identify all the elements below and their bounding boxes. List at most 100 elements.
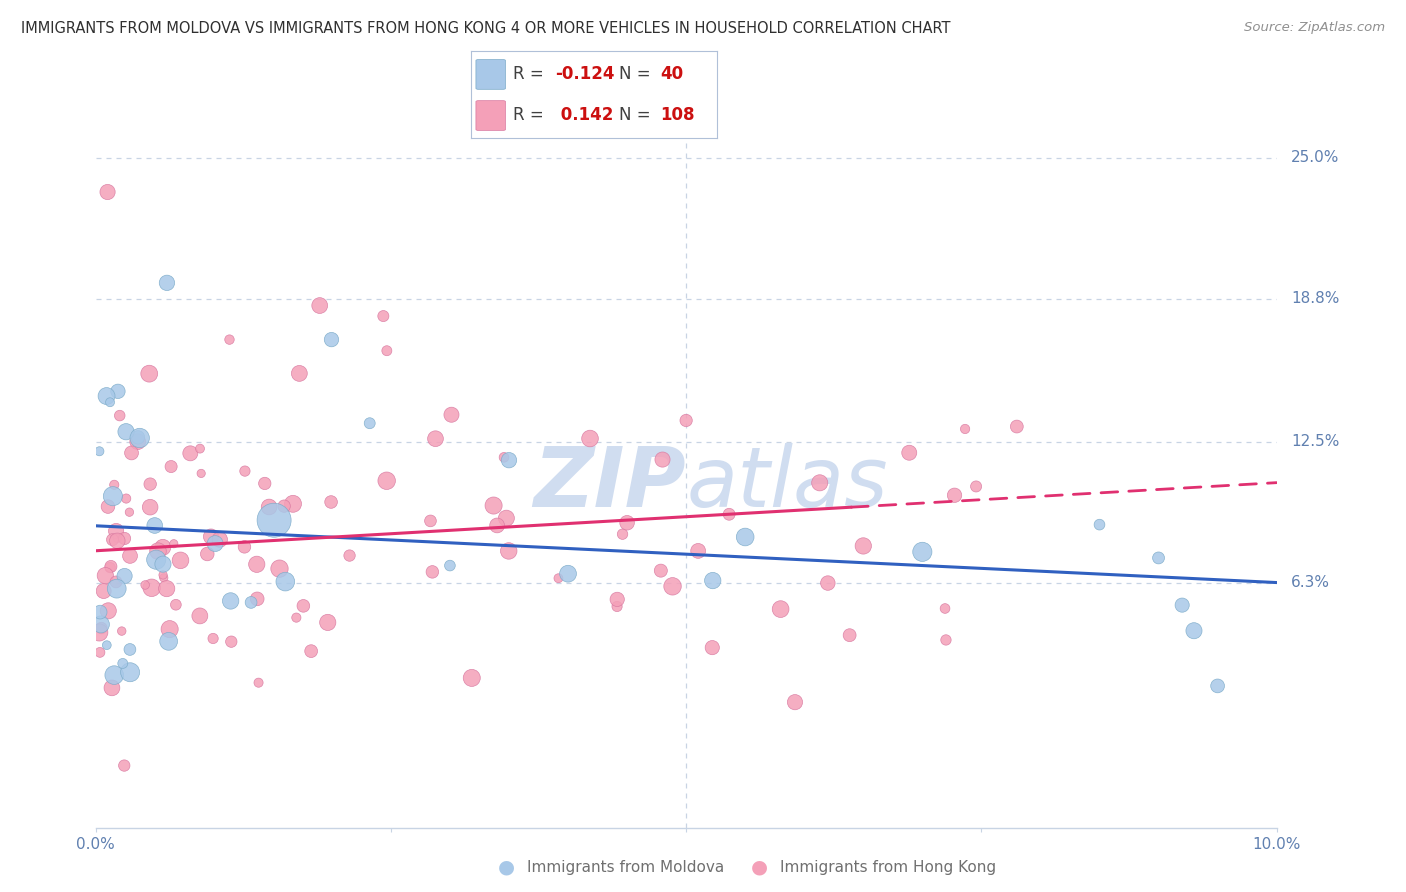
- Point: [439, 558, 461, 573]
- Point: [218, 333, 240, 347]
- Text: R =: R =: [513, 105, 548, 124]
- Point: [138, 367, 160, 381]
- Point: [152, 541, 174, 555]
- Point: [139, 500, 162, 515]
- Point: [461, 671, 484, 685]
- Point: [152, 571, 174, 585]
- Point: [650, 564, 672, 578]
- Point: [246, 558, 269, 572]
- Point: [112, 758, 135, 772]
- Point: [688, 544, 710, 558]
- Point: [498, 544, 520, 558]
- Point: [105, 531, 128, 545]
- Point: [179, 446, 201, 460]
- Point: [953, 422, 976, 436]
- Point: [159, 622, 181, 636]
- Point: [143, 518, 166, 533]
- Point: [616, 516, 638, 530]
- Point: [90, 621, 112, 635]
- Point: [233, 540, 256, 554]
- Text: 18.8%: 18.8%: [1291, 292, 1339, 306]
- Point: [547, 571, 569, 585]
- Point: [852, 539, 875, 553]
- Point: [221, 634, 243, 648]
- Point: [422, 565, 444, 579]
- Text: 40: 40: [661, 64, 683, 83]
- Point: [702, 574, 724, 588]
- Point: [246, 591, 269, 606]
- Point: [188, 442, 211, 456]
- Point: [783, 695, 806, 709]
- Text: Immigrants from Moldova: Immigrants from Moldova: [527, 860, 724, 874]
- Point: [661, 579, 683, 593]
- Point: [319, 495, 342, 509]
- Point: [675, 413, 697, 427]
- Point: [145, 552, 167, 566]
- Point: [935, 632, 957, 647]
- Point: [838, 628, 860, 642]
- Point: [160, 459, 183, 474]
- Point: [190, 467, 212, 481]
- Point: [97, 604, 120, 618]
- Point: [120, 665, 142, 680]
- Point: [111, 624, 134, 638]
- Point: [482, 499, 505, 513]
- Point: [98, 395, 121, 409]
- Point: [169, 553, 191, 567]
- Point: [103, 668, 125, 682]
- Point: [89, 645, 111, 659]
- Point: [94, 568, 117, 582]
- Point: [612, 527, 634, 541]
- Point: [292, 599, 315, 613]
- Text: -0.124: -0.124: [554, 64, 614, 83]
- Text: ●: ●: [498, 857, 515, 877]
- Point: [107, 384, 129, 399]
- Point: [419, 514, 441, 528]
- Point: [97, 500, 120, 514]
- Point: [118, 505, 141, 519]
- Point: [101, 533, 124, 547]
- Text: 108: 108: [661, 105, 695, 124]
- Point: [273, 499, 295, 513]
- Text: 0.142: 0.142: [554, 105, 613, 124]
- Point: [1005, 419, 1028, 434]
- Point: [101, 489, 124, 503]
- Point: [606, 592, 628, 607]
- Point: [127, 434, 149, 449]
- Point: [128, 431, 150, 445]
- Point: [105, 524, 128, 538]
- Point: [702, 640, 724, 655]
- Point: [253, 476, 276, 491]
- Point: [373, 309, 395, 323]
- Point: [965, 479, 987, 493]
- Point: [943, 488, 966, 502]
- Point: [359, 416, 381, 430]
- Point: [108, 409, 131, 423]
- Point: [425, 432, 447, 446]
- Point: [274, 574, 297, 589]
- Point: [105, 574, 128, 589]
- Point: [156, 582, 179, 596]
- Point: [105, 533, 128, 548]
- Point: [202, 632, 225, 646]
- Point: [157, 634, 180, 648]
- Text: N =: N =: [619, 64, 655, 83]
- Point: [89, 444, 111, 458]
- Point: [90, 617, 112, 632]
- Point: [146, 544, 169, 558]
- Text: Source: ZipAtlas.com: Source: ZipAtlas.com: [1244, 21, 1385, 34]
- Point: [375, 343, 398, 358]
- Point: [257, 500, 280, 514]
- Point: [163, 537, 186, 551]
- Point: [718, 508, 741, 522]
- Point: [321, 333, 343, 347]
- Point: [440, 408, 463, 422]
- Point: [299, 644, 322, 658]
- Point: [769, 602, 792, 616]
- Point: [911, 545, 934, 559]
- Point: [152, 557, 174, 571]
- Point: [100, 559, 122, 574]
- FancyBboxPatch shape: [475, 60, 506, 89]
- Point: [204, 536, 226, 550]
- Point: [93, 584, 115, 599]
